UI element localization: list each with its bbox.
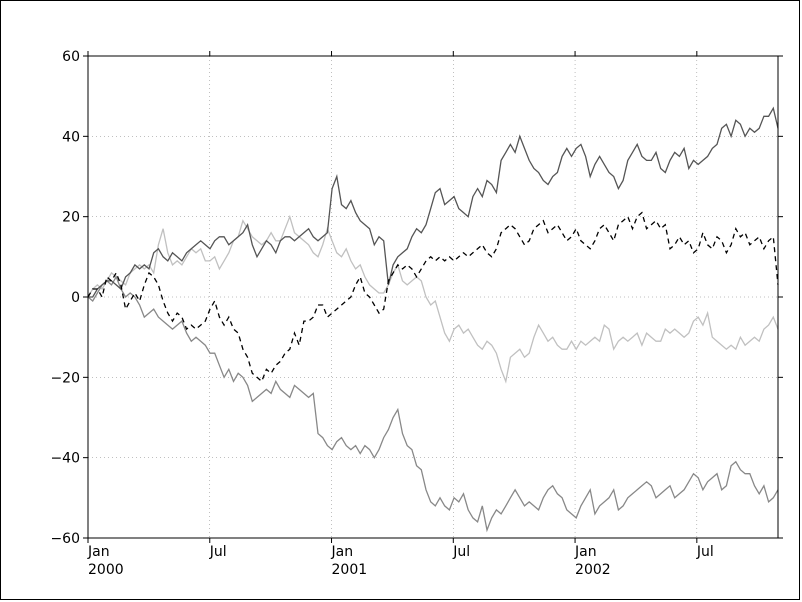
y-tick-label: 60 <box>62 49 80 65</box>
y-tick-label: −60 <box>50 531 80 547</box>
x-tick-label: Jul <box>452 544 470 560</box>
x-year-label: 2001 <box>332 562 368 578</box>
y-tick-label: −40 <box>50 451 80 467</box>
y-tick-label: 40 <box>62 129 80 145</box>
x-tick-label: Jan <box>574 544 597 560</box>
series-c <box>88 217 778 382</box>
y-tick-label: 20 <box>62 210 80 226</box>
series-d <box>88 277 778 530</box>
y-tick-label: −20 <box>50 370 80 386</box>
x-year-label: 2000 <box>88 562 124 578</box>
x-ticks: Jan Jul Jan Jul Jan Jul <box>87 51 714 560</box>
grid <box>88 56 778 538</box>
x-tick-label: Jul <box>209 544 227 560</box>
x-tick-label: Jan <box>87 544 110 560</box>
x-year-label: 2002 <box>575 562 611 578</box>
chart: −60−40−200204060JanJulJanJulJanJul200020… <box>0 0 802 602</box>
x-tick-label: Jul <box>696 544 714 560</box>
y-tick-label: 0 <box>71 290 80 306</box>
x-year-labels: 2000 2001 2002 <box>88 562 611 578</box>
x-tick-label: Jan <box>331 544 354 560</box>
y-ticks: −60 −40 −20 0 20 40 60 <box>50 49 783 547</box>
